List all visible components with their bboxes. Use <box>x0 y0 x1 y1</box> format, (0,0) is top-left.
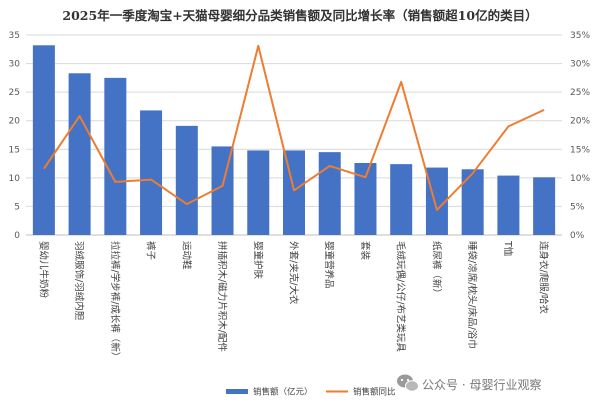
left-tick-label: 5 <box>14 202 20 212</box>
legend-label-bar: 销售额（亿元） <box>253 387 313 398</box>
bar <box>247 150 270 235</box>
category-label: 婴童营养品 <box>323 241 335 289</box>
category-label: 纸尿裤（新） <box>430 241 442 298</box>
category-label: 羽绒服饰/羽绒内胆 <box>73 241 85 321</box>
category-label: 外套/夹克/大衣 <box>288 241 300 305</box>
category-label: 裤子 <box>145 241 157 261</box>
line-series <box>43 44 545 211</box>
category-label: 套装 <box>359 241 371 261</box>
right-tick-label: 25% <box>570 88 590 98</box>
category-label: 连身衣/爬服/哈衣 <box>538 241 550 314</box>
watermark: 公众号 · 母婴行业观察 <box>397 374 541 392</box>
bar <box>68 73 91 236</box>
right-tick-label: 35% <box>570 31 590 41</box>
bar <box>390 164 413 235</box>
right-axis-ticks: 0% 5% 10% 15% 20% 25% 30% 35% <box>570 31 590 241</box>
wechat-icon <box>397 374 419 392</box>
left-tick-label: 20 <box>9 117 21 127</box>
category-label: 婴幼儿牛奶粉 <box>37 241 49 299</box>
category-label: 婴童护肤 <box>252 241 264 280</box>
left-tick-label: 25 <box>9 88 20 98</box>
chart-title: 2025年一季度淘宝+天猫母婴细分品类销售额及同比增长率（销售额超10亿的类目） <box>62 8 537 23</box>
left-tick-label: 30 <box>9 60 21 70</box>
legend-label-line: 销售额同比 <box>353 387 396 398</box>
left-tick-label: 15 <box>9 145 20 155</box>
bar <box>461 169 484 235</box>
bar <box>32 45 55 236</box>
right-tick-label: 15% <box>570 145 590 155</box>
bar <box>175 125 198 235</box>
bar <box>211 146 234 235</box>
category-label: 拉拉裤/学步裤/成长裤（新） <box>109 241 121 361</box>
bar <box>318 152 341 235</box>
category-label: 运动鞋 <box>180 241 192 270</box>
left-tick-label: 10 <box>9 174 21 184</box>
left-axis-ticks: 0 5 10 15 20 25 30 35 <box>9 31 21 241</box>
bar <box>497 175 520 235</box>
category-labels: 婴幼儿牛奶粉 羽绒服饰/羽绒内胆 拉拉裤/学步裤/成长裤（新） 裤子 运动鞋 拼插积木/磁… <box>37 240 549 361</box>
category-label: 拼插积木/磁力片积木/配件 <box>216 241 228 352</box>
right-tick-label: 5% <box>570 202 585 212</box>
left-tick-label: 0 <box>14 231 20 241</box>
bar <box>425 167 448 235</box>
legend: 销售额（亿元） 销售额同比 <box>226 387 396 398</box>
right-tick-label: 20% <box>570 117 590 127</box>
category-label: T恤 <box>502 240 514 257</box>
right-tick-label: 0% <box>570 231 585 241</box>
bar-series <box>32 45 556 236</box>
bar <box>533 177 556 235</box>
category-label: 毛绒玩偶/公仔/布艺类玩具 <box>395 241 407 352</box>
watermark-text: 公众号 · 母婴行业观察 <box>422 378 541 392</box>
right-tick-label: 10% <box>570 174 590 184</box>
category-label: 睡袋/凉席/枕头/床品/浴巾 <box>466 241 478 349</box>
bar <box>140 110 163 235</box>
left-tick-label: 35 <box>9 31 20 41</box>
right-tick-label: 30% <box>570 60 590 70</box>
bar <box>104 77 127 235</box>
bar <box>354 163 377 235</box>
legend-swatch-bar <box>226 389 248 394</box>
